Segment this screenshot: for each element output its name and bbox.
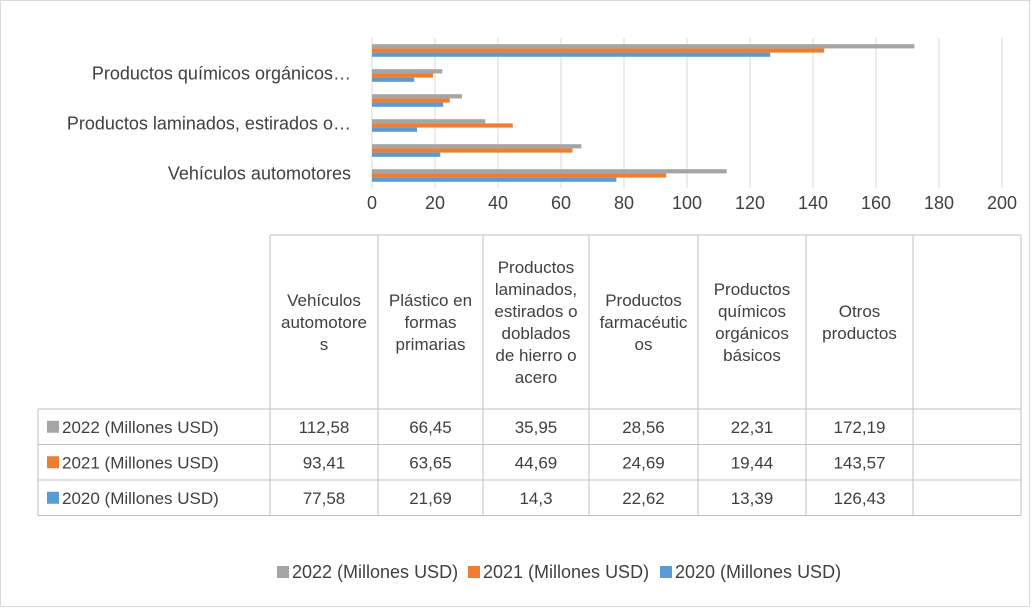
tick-label: 20 [425,193,445,213]
legend-key [47,420,59,433]
table-header-text: primarias [396,335,466,354]
table-cell: 21,69 [409,489,452,508]
bar [372,144,582,149]
table-cell: 126,43 [834,489,886,508]
table-header-text: Vehículos [287,291,361,310]
table-cell: 172,19 [834,418,886,437]
row-label: 2020 (Millones USD) [62,489,219,508]
table-header-text: Productos [714,280,791,299]
table-header-text: químicos [718,302,786,321]
table-cell: 93,41 [303,453,346,472]
bar [372,148,573,153]
tick-label: 160 [861,193,891,213]
table-header-text: orgánicos [715,324,789,343]
category-axis-labels: Vehículos automotores Productos laminados… [67,64,351,184]
table-header-text: Productos [498,258,575,277]
table-header-text: de hierro o [495,346,576,365]
tick-label: 120 [735,193,765,213]
legend-label: 2021 (Millones USD) [483,562,649,582]
bar [372,98,450,103]
table-header-text: farmacéutic [600,313,688,332]
table-header-text: acero [515,368,558,387]
bar [372,94,462,99]
tick-label: 40 [488,193,508,213]
table-header-text: formas [405,313,457,332]
data-table: Vehículos automotore s Plástico en formas pri… [37,234,1022,516]
category-label: Productos laminados, estirados o… [67,114,351,134]
table-cell: 22,31 [731,418,774,437]
table-cell: 28,56 [622,418,665,437]
table-header-text: básicos [723,346,781,365]
category-label: Vehículos automotores [168,164,351,184]
legend-swatch [660,566,672,578]
table-cell: 22,62 [622,489,665,508]
table-cell: 112,58 [299,418,350,437]
bar [372,73,434,78]
row-label: 2022 (Millones USD) [62,418,219,437]
table-header-text: Otros [839,302,881,321]
tick-label: 60 [551,193,571,213]
legend-label: 2020 (Millones USD) [675,562,841,582]
table-cell: 14,3 [519,489,552,508]
table-cell: 66,45 [409,418,452,437]
table-header-text: os [635,335,653,354]
table-cell: 19,44 [731,453,774,472]
legend-swatch [468,566,480,578]
legend-key [47,456,59,469]
legend-swatch [277,566,289,578]
table-header-text: automotore [281,313,367,332]
tick-label: 80 [614,193,634,213]
legend-label: 2022 (Millones USD) [292,562,458,582]
bar [372,48,825,53]
bar [372,177,617,182]
table-cell: 44,69 [515,453,558,472]
bar [372,52,771,57]
bar [372,102,444,107]
category-label: Productos químicos orgánicos… [92,64,351,84]
bar [372,77,415,82]
bar [372,169,727,174]
tick-label: 0 [367,193,377,213]
bar [372,69,443,74]
bar [372,173,667,178]
value-axis-ticks: 0 20 40 60 80 100 120 140 160 180 200 [367,193,1017,213]
tick-label: 200 [987,193,1017,213]
table-header-text: doblados [501,324,570,343]
table-header-text: Plástico en [389,291,472,310]
tick-label: 140 [798,193,828,213]
bar [372,123,513,128]
table-header-text: laminados, [495,280,577,299]
tick-label: 180 [924,193,954,213]
bar [372,44,915,49]
row-label: 2021 (Millones USD) [62,453,219,472]
bar [372,119,486,124]
table-cell: 143,57 [834,453,886,472]
bar [372,127,418,132]
table-header-text: estirados o [494,302,577,321]
gridlines [371,38,1003,188]
bars [372,44,915,182]
tick-label: 100 [672,193,702,213]
legend: 2022 (Millones USD) 2021 (Millones USD) 20… [277,562,841,582]
table-cell: 77,58 [303,489,346,508]
legend-key [47,491,59,504]
table-header-text: productos [822,324,897,343]
table-cell: 13,39 [731,489,774,508]
table-cell: 24,69 [622,453,665,472]
table-header-text: Productos [605,291,682,310]
table-cell: 63,65 [409,453,452,472]
table-header-text: s [320,335,329,354]
bar [372,152,441,157]
table-cell: 35,95 [515,418,558,437]
